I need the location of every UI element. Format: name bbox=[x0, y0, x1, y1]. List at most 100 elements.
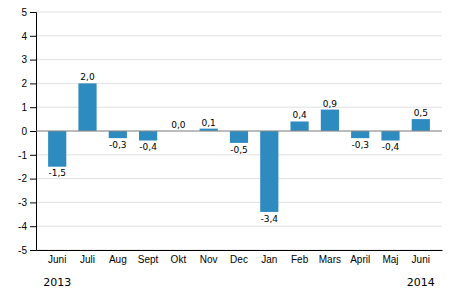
x-axis: Juni Juli Aug Sept Okt Nov Dec Jan Feb Mars April M… bbox=[37, 250, 443, 265]
x-tick: Okt bbox=[171, 250, 187, 265]
data-label: -0,3 bbox=[109, 140, 127, 150]
y-axis-line bbox=[30, 13, 37, 251]
data-labels: -1,52,0-0,3-0,40,00,1-0,5-3,40,40,9-0,3-… bbox=[48, 72, 428, 223]
data-label: -0,4 bbox=[139, 142, 157, 152]
y-tick-label: 5 bbox=[21, 7, 27, 18]
y-tick-mark bbox=[30, 36, 36, 37]
bar bbox=[78, 83, 96, 131]
x-tick: Juni bbox=[412, 250, 430, 265]
year-label: 2014 bbox=[407, 276, 435, 289]
y-axis: -5-4-3-2-1012345 bbox=[18, 7, 36, 256]
y-tick: 1 bbox=[21, 102, 36, 113]
bar bbox=[381, 131, 399, 141]
x-tick-label: Juni bbox=[412, 254, 430, 265]
grid-line bbox=[36, 131, 442, 132]
x-tick-label: Maj bbox=[382, 254, 398, 265]
grid-line bbox=[36, 202, 442, 203]
data-label: 2,0 bbox=[80, 72, 95, 82]
data-label: 0,1 bbox=[202, 118, 216, 128]
y-tick-mark bbox=[30, 83, 36, 84]
annotations: 2013 2014 bbox=[43, 276, 435, 289]
y-tick: -1 bbox=[18, 150, 36, 161]
x-tick-label: Juni bbox=[48, 254, 66, 265]
x-tick: Sept bbox=[138, 250, 159, 265]
data-label: -0,4 bbox=[382, 142, 400, 152]
data-label: 0,0 bbox=[171, 120, 186, 130]
grid-line bbox=[36, 178, 442, 179]
bar bbox=[139, 131, 157, 141]
grid-line bbox=[36, 35, 442, 36]
y-tick-mark bbox=[30, 107, 36, 108]
grid-line bbox=[36, 107, 442, 108]
x-tick: Dec bbox=[230, 250, 248, 265]
x-tick: Juni bbox=[48, 250, 66, 265]
bar bbox=[291, 121, 309, 131]
y-tick-label: -1 bbox=[18, 150, 27, 161]
x-tick: Juli bbox=[80, 250, 95, 265]
y-tick: -3 bbox=[18, 197, 36, 208]
y-tick-mark bbox=[30, 131, 36, 132]
grid bbox=[36, 12, 442, 250]
y-tick-mark bbox=[30, 179, 36, 180]
bar bbox=[351, 131, 369, 138]
bar bbox=[230, 131, 248, 143]
x-tick: Nov bbox=[200, 250, 218, 265]
y-tick-label: -2 bbox=[18, 173, 27, 184]
y-tick-mark bbox=[30, 250, 36, 251]
y-tick-mark bbox=[30, 12, 36, 13]
y-tick: 4 bbox=[21, 31, 36, 42]
data-label: -0,3 bbox=[351, 140, 369, 150]
y-tick: 3 bbox=[21, 54, 36, 65]
y-tick: 0 bbox=[21, 126, 36, 137]
grid-line bbox=[36, 12, 442, 13]
chart: -5-4-3-2-1012345JuniJuliAugSeptOktNovDec… bbox=[0, 0, 454, 302]
data-label: -3,4 bbox=[261, 214, 279, 224]
x-tick: Feb bbox=[291, 250, 309, 265]
grid-line bbox=[36, 250, 442, 251]
bar bbox=[109, 131, 127, 138]
data-label: -0,5 bbox=[230, 145, 248, 155]
y-tick-label: 1 bbox=[21, 102, 27, 113]
x-axis-line bbox=[37, 250, 443, 251]
data-label: -1,5 bbox=[48, 168, 66, 178]
bar bbox=[412, 119, 430, 131]
y-tick-mark bbox=[30, 60, 36, 61]
x-tick-label: Nov bbox=[200, 254, 218, 265]
year-label: 2013 bbox=[43, 276, 71, 289]
x-tick-label: Sept bbox=[138, 254, 159, 265]
x-tick-label: April bbox=[350, 254, 370, 265]
y-tick-label: -3 bbox=[18, 197, 27, 208]
bars bbox=[36, 83, 442, 212]
bar bbox=[48, 131, 66, 167]
y-tick: -2 bbox=[18, 173, 36, 184]
x-tick: April bbox=[350, 250, 370, 265]
grid-line bbox=[36, 83, 442, 84]
x-tick: Maj bbox=[382, 250, 398, 265]
x-tick-label: Mars bbox=[319, 254, 341, 265]
x-tick: Jan bbox=[261, 250, 277, 265]
y-tick: -4 bbox=[18, 221, 36, 232]
x-tick-label: Okt bbox=[171, 254, 187, 265]
x-tick-label: Juli bbox=[80, 254, 95, 265]
grid-line bbox=[36, 59, 442, 60]
y-tick-label: 4 bbox=[21, 31, 27, 42]
bar bbox=[321, 110, 339, 131]
grid-line bbox=[36, 226, 442, 227]
x-tick-label: Aug bbox=[109, 254, 127, 265]
y-tick: 5 bbox=[21, 7, 36, 18]
y-tick-label: 2 bbox=[21, 78, 27, 89]
y-tick-label: 3 bbox=[21, 54, 27, 65]
data-label: 0,9 bbox=[323, 99, 338, 109]
x-tick: Mars bbox=[319, 250, 341, 265]
bar bbox=[260, 131, 278, 212]
y-tick-label: -4 bbox=[18, 221, 27, 232]
y-tick-mark bbox=[30, 226, 36, 227]
x-tick: Aug bbox=[109, 250, 127, 265]
baseline bbox=[36, 131, 442, 132]
y-tick: 2 bbox=[21, 78, 36, 89]
y-tick-mark bbox=[30, 155, 36, 156]
y-tick-label: 0 bbox=[21, 126, 27, 137]
data-label: 0,5 bbox=[414, 108, 428, 118]
x-tick-label: Jan bbox=[261, 254, 277, 265]
y-tick-mark bbox=[30, 202, 36, 203]
